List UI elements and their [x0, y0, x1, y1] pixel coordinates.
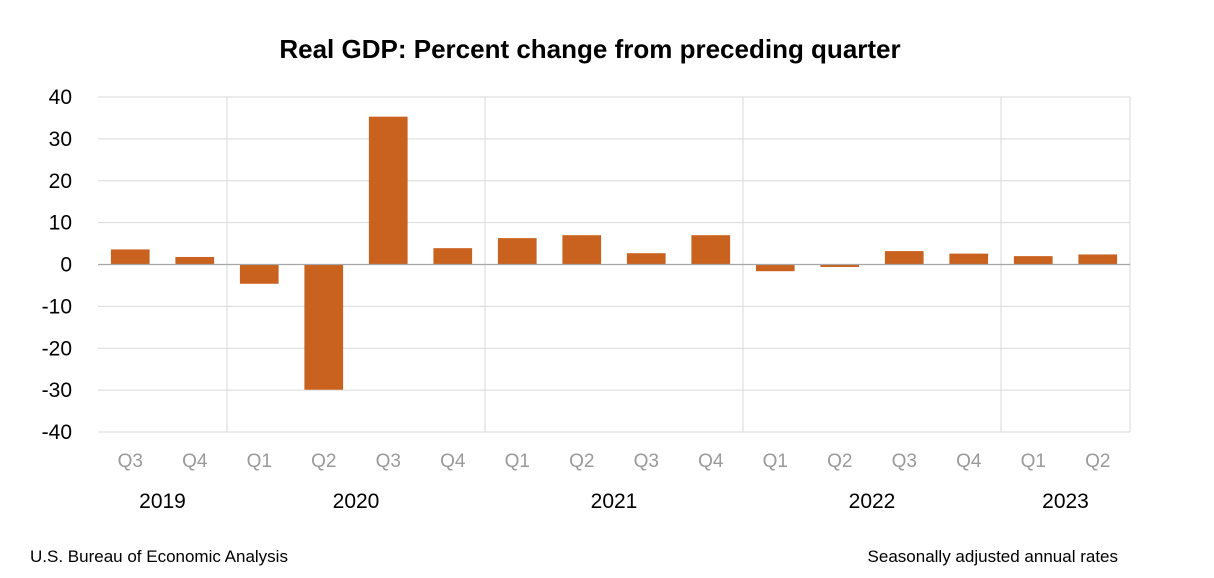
year-label: 2020: [333, 490, 380, 513]
y-tick-label: 0: [60, 254, 72, 277]
x-tick-label: Q3: [634, 451, 659, 472]
x-tick-label: Q4: [182, 451, 208, 472]
y-tick-label: 20: [49, 170, 72, 193]
x-tick-label: Q2: [1085, 451, 1110, 472]
x-tick-label: Q4: [440, 451, 466, 472]
bar: [949, 253, 989, 265]
x-tick-label: Q1: [1021, 451, 1046, 472]
bar: [1013, 256, 1053, 265]
bar: [755, 264, 795, 272]
bar: [884, 251, 924, 265]
year-labels: 2019 2020 2021 2022 2023: [139, 490, 1089, 513]
bar: [1078, 254, 1118, 265]
bar: [691, 235, 731, 265]
bar: [239, 264, 279, 284]
x-tick-label: Q1: [505, 451, 530, 472]
x-tick-label: Q3: [892, 451, 917, 472]
x-tick-label: Q3: [118, 451, 143, 472]
bar: [175, 256, 215, 265]
y-axis-ticks: 40 30 20 10 0 -10 -20 -30 -40: [42, 86, 72, 444]
x-tick-label: Q4: [956, 451, 982, 472]
chart-title: Real GDP: Percent change from preceding …: [279, 34, 900, 64]
bar: [626, 253, 666, 265]
year-label: 2022: [849, 490, 896, 513]
y-tick-label: 40: [49, 86, 72, 109]
bar: [433, 248, 473, 265]
x-tick-label: Q1: [763, 451, 788, 472]
rate-note: Seasonally adjusted annual rates: [868, 547, 1118, 566]
bar: [368, 116, 408, 265]
x-tick-label: Q1: [247, 451, 272, 472]
y-tick-label: -20: [42, 337, 72, 360]
x-tick-label: Q2: [569, 451, 594, 472]
y-tick-label: 10: [49, 212, 72, 235]
y-tick-label: 30: [49, 128, 72, 151]
year-label: 2023: [1042, 490, 1089, 513]
x-axis-ticks: Q3 Q4 Q1 Q2 Q3 Q4 Q1 Q2 Q3 Q4 Q1 Q2 Q3 Q4 Q1 Q2: [118, 451, 1111, 472]
year-label: 2019: [139, 490, 186, 513]
bar: [562, 235, 602, 265]
bars: [110, 116, 1118, 390]
x-tick-label: Q4: [698, 451, 724, 472]
bar: [110, 249, 150, 265]
bar: [497, 238, 537, 265]
bar: [304, 264, 344, 390]
x-tick-label: Q3: [376, 451, 401, 472]
y-tick-label: -10: [42, 295, 72, 318]
y-tick-label: -30: [42, 379, 72, 402]
x-tick-label: Q2: [827, 451, 852, 472]
year-label: 2021: [591, 490, 638, 513]
source-label: U.S. Bureau of Economic Analysis: [30, 547, 288, 566]
y-tick-label: -40: [42, 421, 72, 444]
bar: [820, 264, 860, 268]
x-tick-label: Q2: [311, 451, 336, 472]
